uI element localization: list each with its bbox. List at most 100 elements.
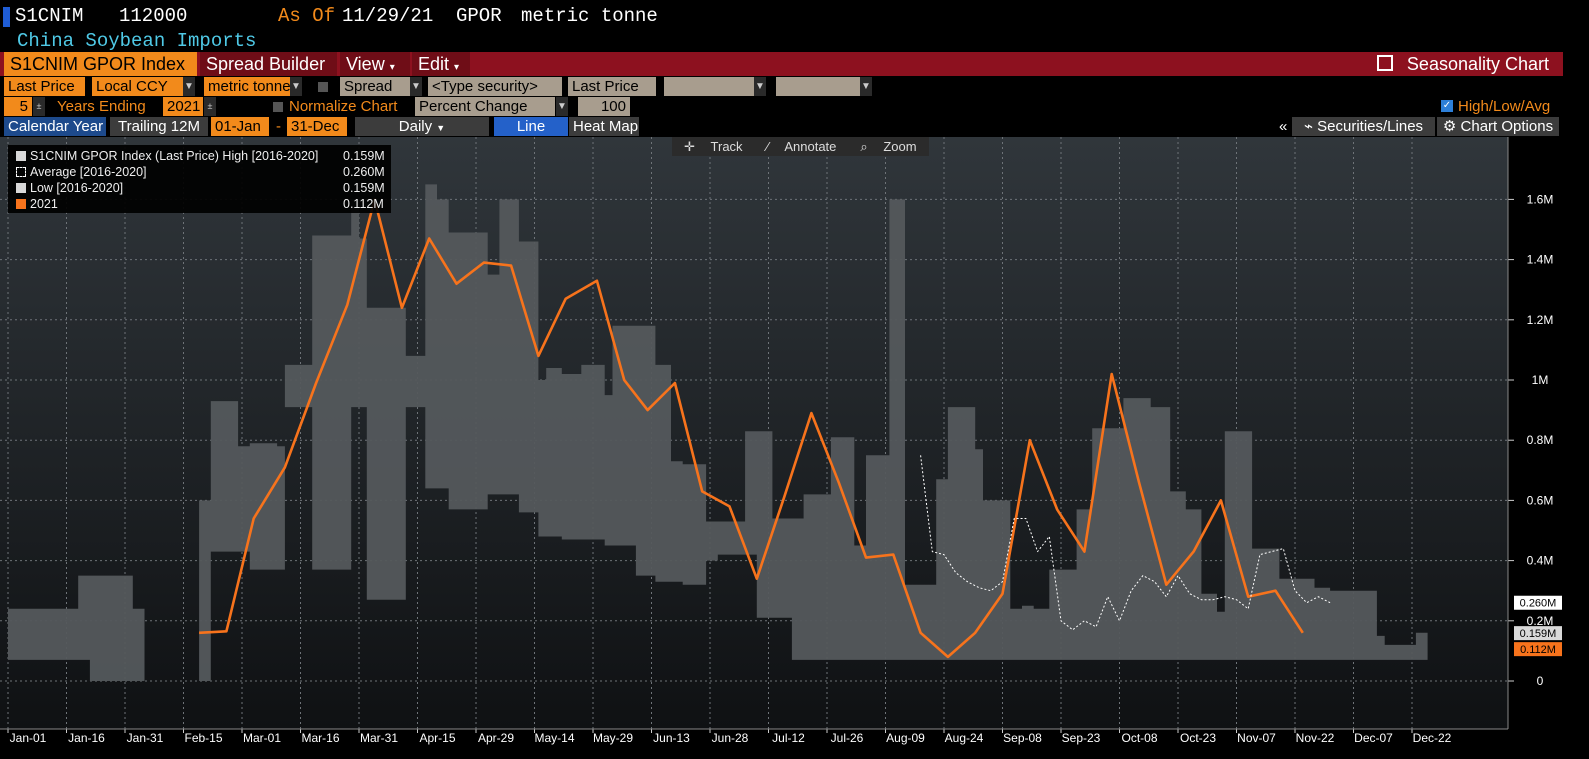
track-tool[interactable]: ✛ Track: [672, 137, 755, 156]
last-value-tag: [1514, 595, 1562, 610]
track-label: Track: [710, 139, 743, 154]
x-tick-label: Mar-31: [360, 731, 398, 745]
edit-menu-label: Edit: [418, 54, 450, 74]
chevron-down-icon[interactable]: ▼: [754, 77, 766, 96]
x-tick-label: Dec-07: [1354, 731, 1393, 745]
series-lines: [199, 198, 1331, 659]
high-low-avg-checkbox[interactable]: ✓: [1441, 100, 1453, 112]
spread-option-1[interactable]: [664, 77, 754, 96]
legend-value: 0.260M: [343, 165, 385, 179]
x-tick-label: Jul-26: [831, 731, 864, 745]
x-tick-label: Aug-24: [945, 731, 984, 745]
frequency-select[interactable]: Daily ▼: [355, 117, 489, 136]
stepper-icon[interactable]: ±: [204, 97, 216, 116]
x-tick-label: May-14: [534, 731, 574, 745]
years-input[interactable]: 5: [4, 97, 32, 116]
x-tick-label: Jan-16: [68, 731, 105, 745]
annotate-label: Annotate: [784, 139, 837, 154]
trailing-12m-tab[interactable]: Trailing 12M: [110, 117, 208, 136]
y-tick-label: 1.6M: [1527, 192, 1554, 206]
x-tick-label: Dec-22: [1413, 731, 1452, 745]
base-input[interactable]: 100: [578, 97, 630, 116]
y-tick-label: 1.4M: [1527, 253, 1554, 267]
high-low-band-area: [8, 184, 1428, 681]
x-tick-label: Nov-07: [1237, 731, 1276, 745]
unit-select[interactable]: metric tonne: [204, 77, 290, 96]
chart-options-button[interactable]: ⚙ Chart Options: [1437, 117, 1559, 136]
start-date-input[interactable]: 01-Jan: [211, 117, 269, 136]
chart-options-label: Chart Options: [1460, 118, 1554, 135]
spread-option-2[interactable]: [776, 77, 860, 96]
chevron-down-icon[interactable]: ▼: [556, 97, 568, 116]
y-tick-label: 0: [1537, 674, 1544, 688]
x-tick-label: Sep-08: [1003, 731, 1042, 745]
chevron-down-icon[interactable]: ▼: [410, 77, 422, 96]
legend-label: Low [2016-2020]: [30, 181, 124, 195]
spread-select[interactable]: Spread: [340, 77, 410, 96]
change-mode-select[interactable]: Percent Change: [415, 97, 555, 116]
seasonality-label: Seasonality Chart: [1406, 54, 1549, 74]
chevron-down-icon: ▾: [454, 62, 460, 73]
heat-map-button[interactable]: Heat Map: [569, 117, 639, 136]
x-tick-label: Aug-09: [886, 731, 925, 745]
chevron-down-icon[interactable]: ▼: [290, 77, 302, 96]
magnifier-icon: ⌕: [860, 139, 868, 154]
chevron-down-icon[interactable]: ▼: [183, 77, 195, 96]
y-axis: 0 0.2M 0.4M 0.6M 0.8M 1M 1.2M 1.4M 1.6M: [1507, 137, 1554, 729]
legend-value: 0.159M: [343, 181, 385, 195]
chevron-down-icon[interactable]: ▼: [860, 77, 872, 96]
x-tick-label: Apr-29: [478, 731, 514, 745]
chevron-down-icon: ▾: [389, 62, 395, 73]
controls-row-2: 5 ± Years Ending 2021 ± Normalize Chart …: [0, 97, 1589, 117]
x-tick-label: Jan-31: [127, 731, 164, 745]
edit-menu[interactable]: Edit ▾: [412, 52, 470, 76]
x-tick-label: Mar-16: [301, 731, 339, 745]
price-field-select[interactable]: Last Price: [4, 77, 85, 96]
normalize-checkbox[interactable]: [273, 102, 283, 112]
calendar-year-tab[interactable]: Calendar Year: [4, 117, 106, 136]
last-value-tags: 0.260M 0.159M 0.112M: [1514, 595, 1562, 657]
securities-lines-button[interactable]: ⌁ Securities/Lines: [1292, 117, 1435, 136]
y-tick-label: 1.2M: [1527, 313, 1554, 327]
x-tick-label: Mar-01: [243, 731, 281, 745]
spread-checkbox[interactable]: [318, 82, 328, 92]
spread-field-select[interactable]: Last Price: [568, 77, 656, 96]
x-tick-label: Jun-28: [712, 731, 749, 745]
as-of-label: As Of: [278, 5, 336, 27]
as-of-date[interactable]: 11/29/21: [342, 5, 434, 27]
last-value-tag-label: 0.159M: [1520, 628, 1557, 640]
collapse-icon[interactable]: «: [1279, 118, 1288, 135]
normalize-label: Normalize Chart: [289, 98, 398, 115]
end-date-input[interactable]: 31-Dec: [287, 117, 347, 136]
legend-value: 0.159M: [343, 149, 385, 163]
annotate-tool[interactable]: ∕ Annotate: [755, 137, 849, 156]
frequency-label: Daily: [398, 118, 433, 135]
stepper-icon[interactable]: ±: [33, 97, 45, 116]
x-tick-label: Oct-23: [1180, 731, 1216, 745]
securities-lines-label: Securities/Lines: [1317, 118, 1424, 135]
controls-row-3: Calendar Year Trailing 12M 01-Jan - 31-D…: [0, 117, 1589, 137]
line-mode-button[interactable]: Line: [494, 117, 568, 136]
chart-legend: S1CNIM GPOR Index (Last Price) High [201…: [8, 145, 391, 213]
years-ending-label: Years Ending: [57, 98, 146, 115]
gear-icon: ⚙: [1442, 118, 1457, 135]
zoom-tool[interactable]: ⌕ Zoom: [848, 137, 928, 156]
y-tick-label: 0.8M: [1527, 433, 1554, 447]
seasonality-chart-button[interactable]: Seasonality Chart: [1376, 52, 1549, 76]
currency-select[interactable]: Local CCY: [92, 77, 183, 96]
spread-builder-button[interactable]: Spread Builder: [200, 52, 337, 76]
legend-item-average: Average [2016-2020]: [16, 164, 147, 180]
security-input[interactable]: <Type security>: [428, 77, 562, 96]
date-dash: -: [276, 118, 281, 135]
crosshair-icon: ✛: [684, 139, 695, 154]
legend-swatch: [16, 183, 26, 193]
year-input[interactable]: 2021: [163, 97, 203, 116]
ticker: S1CNIM: [15, 5, 84, 27]
y-tick-label: 0.4M: [1527, 554, 1554, 568]
legend-item-high: S1CNIM GPOR Index (Last Price) High [201…: [16, 148, 318, 164]
controls-row-1: Last Price Local CCY ▼ metric tonne ▼ Sp…: [0, 77, 1589, 97]
x-tick-label: Sep-23: [1062, 731, 1101, 745]
view-menu[interactable]: View ▾: [340, 52, 410, 76]
security-field[interactable]: S1CNIM GPOR Index: [4, 52, 197, 76]
